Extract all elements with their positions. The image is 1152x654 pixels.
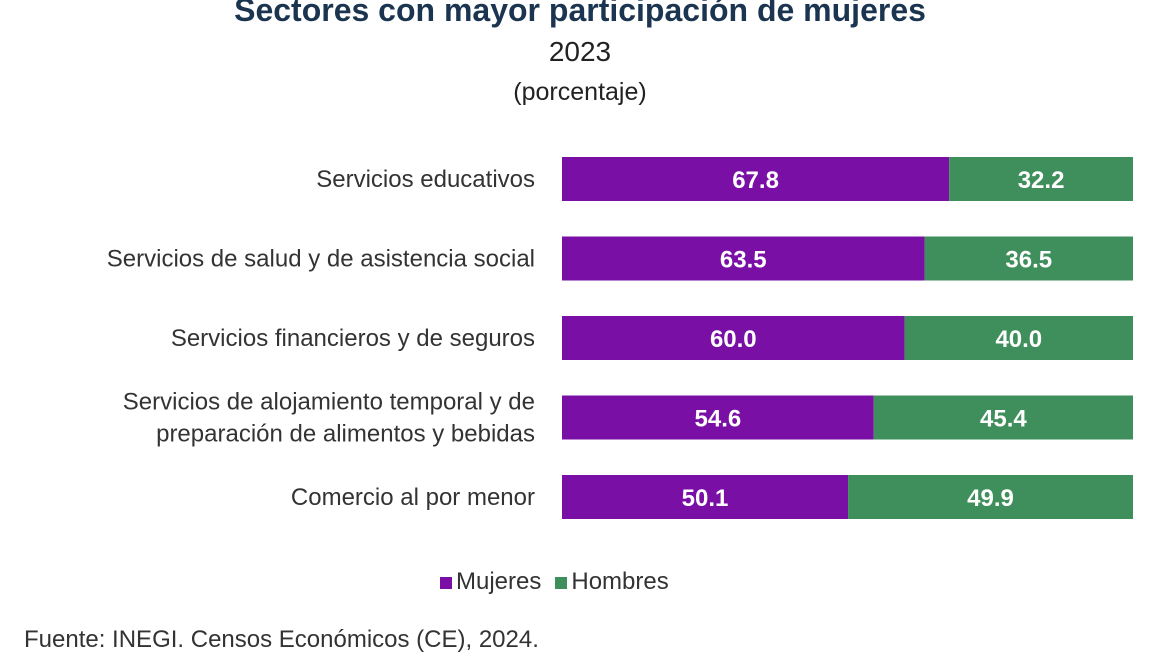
bar-hombres bbox=[873, 395, 1133, 440]
data-label: 45.4 bbox=[980, 406, 1027, 433]
bar-mujeres bbox=[562, 157, 950, 201]
stacked-bar-chart: Servicios educativos 67.8 32.2 Servicios de… bbox=[107, 157, 1133, 519]
data-label: 36.5 bbox=[1005, 247, 1052, 274]
category-label: Servicios de alojamiento temporal y de pr… bbox=[123, 389, 535, 448]
bar-hombres bbox=[904, 316, 1133, 360]
data-label: 50.1 bbox=[682, 485, 729, 512]
bar-mujeres bbox=[562, 395, 874, 440]
data-label: 32.2 bbox=[1018, 167, 1065, 194]
legend-label-mujeres: Mujeres bbox=[456, 568, 542, 595]
data-label: 63.5 bbox=[720, 247, 767, 274]
bar-mujeres bbox=[562, 475, 849, 519]
source-note: Fuente: INEGI. Censos Económicos (CE), 2… bbox=[24, 626, 539, 653]
legend: Mujeres Hombres bbox=[440, 568, 669, 596]
legend-item-hombres: Hombres bbox=[555, 568, 669, 596]
legend-swatch-hombres bbox=[555, 577, 568, 589]
bar-hombres bbox=[848, 475, 1133, 519]
bar-mujeres bbox=[562, 236, 925, 281]
legend-label-hombres: Hombres bbox=[571, 568, 669, 595]
data-label: 40.0 bbox=[995, 326, 1042, 353]
data-label: 67.8 bbox=[732, 167, 779, 194]
legend-swatch-mujeres bbox=[440, 577, 452, 589]
chart-subtitle: 2023 bbox=[548, 36, 612, 67]
bar-hombres bbox=[949, 157, 1133, 201]
category-label: Servicios financieros y de seguros bbox=[171, 325, 535, 352]
bar-hombres bbox=[924, 236, 1133, 281]
data-label: 49.9 bbox=[967, 485, 1014, 512]
legend-item-mujeres: Mujeres bbox=[440, 568, 541, 596]
chart-unit-label: (porcentaje) bbox=[513, 78, 647, 106]
category-label: Servicios educativos bbox=[316, 166, 535, 193]
chart-title: Sectores con mayor participación de muje… bbox=[234, 0, 926, 28]
data-label: 54.6 bbox=[695, 406, 742, 433]
data-label: 60.0 bbox=[710, 326, 757, 353]
category-label: Comercio al por menor bbox=[291, 484, 535, 511]
category-label: Servicios de salud y de asistencia socia… bbox=[107, 246, 535, 273]
bar-mujeres bbox=[562, 316, 905, 360]
